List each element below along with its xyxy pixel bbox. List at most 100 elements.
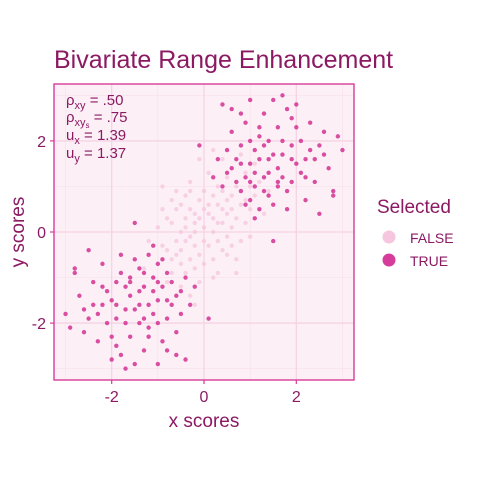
point-false xyxy=(262,212,266,216)
point-true xyxy=(308,121,312,125)
point-true xyxy=(137,289,141,293)
point-true xyxy=(294,161,298,165)
point-true xyxy=(197,143,201,147)
point-true xyxy=(133,257,137,261)
point-true xyxy=(299,139,303,143)
point-false xyxy=(179,248,183,252)
x-tick-label: 2 xyxy=(292,389,301,406)
point-false xyxy=(229,207,233,211)
point-false xyxy=(211,216,215,220)
point-false xyxy=(188,234,192,238)
point-true xyxy=(211,175,215,179)
point-false xyxy=(239,239,243,243)
point-true xyxy=(225,148,229,152)
point-true xyxy=(243,121,247,125)
point-true xyxy=(174,330,178,334)
point-true xyxy=(133,362,137,366)
point-true xyxy=(151,243,155,247)
point-true xyxy=(156,321,160,325)
legend-title: Selected xyxy=(377,197,451,218)
point-false xyxy=(202,262,206,266)
point-false xyxy=(266,189,270,193)
point-true xyxy=(109,298,113,302)
point-false xyxy=(211,230,215,234)
point-true xyxy=(123,284,127,288)
point-false xyxy=(202,225,206,229)
legend-swatch-true xyxy=(383,254,396,267)
point-true xyxy=(216,157,220,161)
point-true xyxy=(86,248,90,252)
point-true xyxy=(68,325,72,329)
point-false xyxy=(206,202,210,206)
point-false xyxy=(193,230,197,234)
point-false xyxy=(216,184,220,188)
point-false xyxy=(174,207,178,211)
point-true xyxy=(289,180,293,184)
point-true xyxy=(165,348,169,352)
x-axis-label: x scores xyxy=(169,411,240,432)
point-false xyxy=(220,207,224,211)
point-true xyxy=(165,271,169,275)
point-true xyxy=(63,312,67,316)
point-true xyxy=(248,198,252,202)
point-true xyxy=(299,171,303,175)
point-true xyxy=(317,212,321,216)
point-false xyxy=(225,234,229,238)
point-false xyxy=(169,271,173,275)
point-true xyxy=(169,280,173,284)
chart-title: Bivariate Range Enhancement xyxy=(54,46,393,74)
point-true xyxy=(128,275,132,279)
point-false xyxy=(165,280,169,284)
point-true xyxy=(253,216,257,220)
point-true xyxy=(229,107,233,111)
point-true xyxy=(248,161,252,165)
point-false xyxy=(206,171,210,175)
point-false xyxy=(216,221,220,225)
point-true xyxy=(96,339,100,343)
point-true xyxy=(257,157,261,161)
point-true xyxy=(248,180,252,184)
point-true xyxy=(243,175,247,179)
point-false xyxy=(220,189,224,193)
point-true xyxy=(229,130,233,134)
point-true xyxy=(289,143,293,147)
point-false xyxy=(197,280,201,284)
point-true xyxy=(271,98,275,102)
point-true xyxy=(276,125,280,129)
point-true xyxy=(289,157,293,161)
point-true xyxy=(119,353,123,357)
point-false xyxy=(257,180,261,184)
point-false xyxy=(183,239,187,243)
point-true xyxy=(114,280,118,284)
point-false xyxy=(160,184,164,188)
point-true xyxy=(225,171,229,175)
point-true xyxy=(100,262,104,266)
point-true xyxy=(331,193,335,197)
annotation-value: = 1.39 xyxy=(80,127,126,144)
point-true xyxy=(174,294,178,298)
stats-annotation: ρxy = .50 ρxys = .75 ux = 1.39 uy = 1.37 xyxy=(66,92,128,165)
point-false xyxy=(234,216,238,220)
annotation-subscript: xy xyxy=(75,100,87,112)
legend: Selected FALSE TRUE xyxy=(377,197,454,269)
point-false xyxy=(239,202,243,206)
point-false xyxy=(169,198,173,202)
point-true xyxy=(248,98,252,102)
point-true xyxy=(179,289,183,293)
point-true xyxy=(253,148,257,152)
point-true xyxy=(308,148,312,152)
point-true xyxy=(151,289,155,293)
point-true xyxy=(257,125,261,129)
point-true xyxy=(285,107,289,111)
point-false xyxy=(202,207,206,211)
point-true xyxy=(234,180,238,184)
point-false xyxy=(211,193,215,197)
point-true xyxy=(100,303,104,307)
point-false xyxy=(197,253,201,257)
point-true xyxy=(179,312,183,316)
point-false xyxy=(160,243,164,247)
point-false xyxy=(174,189,178,193)
y-tick-label: -2 xyxy=(32,316,46,333)
point-false xyxy=(229,225,233,229)
